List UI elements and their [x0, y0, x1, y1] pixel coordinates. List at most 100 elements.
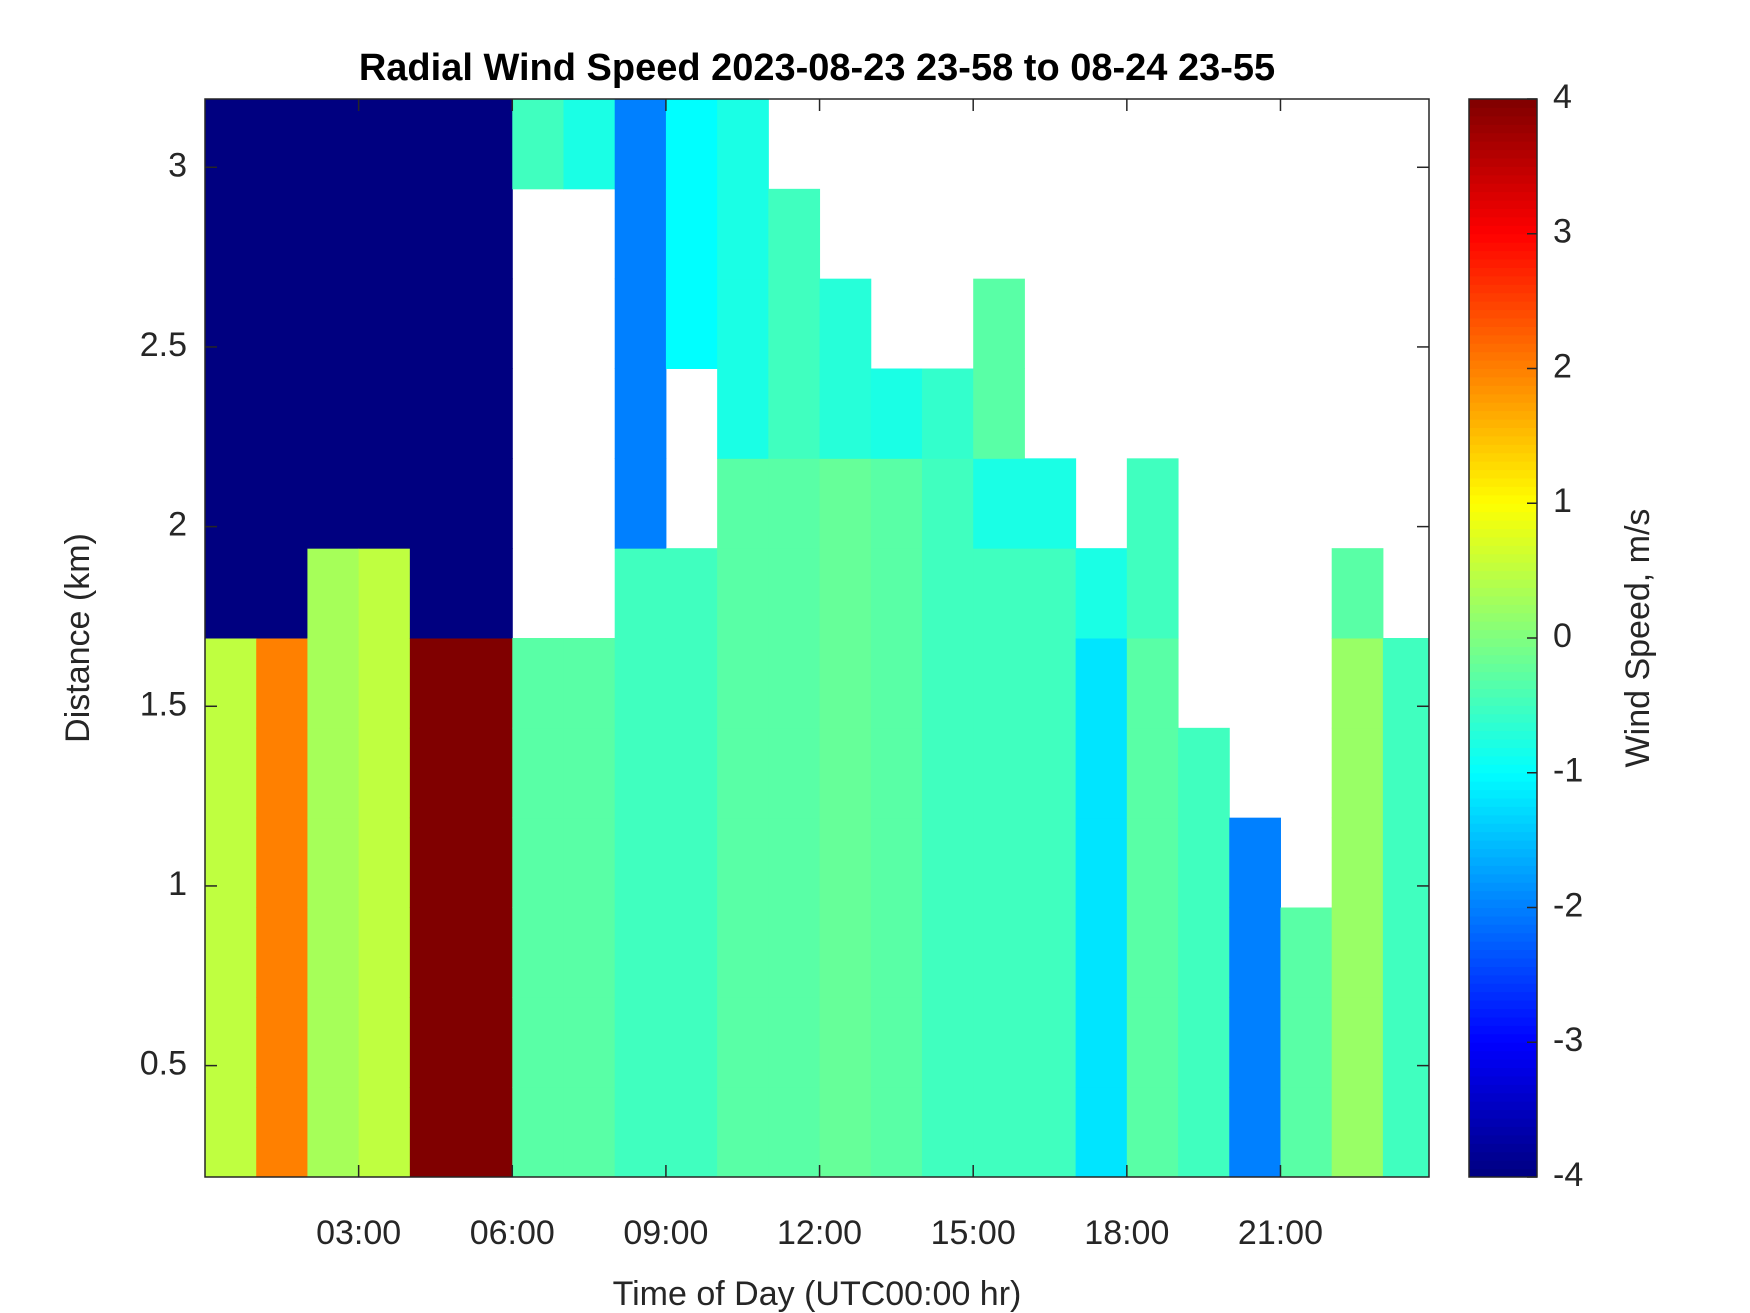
- heatmap-cell: [819, 548, 872, 639]
- heatmap-cell: [563, 99, 616, 190]
- heatmap-cell: [256, 278, 308, 369]
- heatmap-cell: [205, 727, 257, 819]
- x-tick-label: 06:00: [470, 1214, 555, 1252]
- heatmap-cell: [409, 188, 462, 280]
- heatmap-cell: [921, 368, 974, 459]
- heatmap-cell: [614, 907, 667, 998]
- heatmap-cell: [358, 458, 411, 549]
- heatmap-cell: [256, 458, 308, 549]
- heatmap-cell: [870, 368, 923, 459]
- colorbar-swatch: [1469, 1059, 1537, 1069]
- colorbar-swatch: [1469, 1042, 1537, 1052]
- heatmap-cell: [870, 638, 923, 729]
- heatmap-cell: [307, 997, 360, 1088]
- colorbar-swatch: [1469, 890, 1537, 900]
- heatmap-cell: [512, 907, 564, 998]
- heatmap-cell: [1024, 817, 1077, 908]
- colorbar-swatch: [1469, 1118, 1537, 1127]
- chart-title: Radial Wind Speed 2023-08-23 23-58 to 08…: [359, 47, 1275, 89]
- heatmap-cell: [768, 188, 821, 280]
- colorbar-tick-label: 3: [1553, 213, 1572, 251]
- heatmap-cell: [665, 907, 718, 998]
- colorbar-swatch: [1469, 1109, 1537, 1119]
- heatmap-cell: [768, 548, 821, 639]
- heatmap-cell: [1024, 907, 1077, 998]
- heatmap-cell: [1075, 1087, 1128, 1177]
- heatmap-cell: [307, 278, 360, 369]
- heatmap-cell: [614, 368, 667, 459]
- colorbar-swatch: [1469, 284, 1537, 294]
- colorbar-swatch: [1469, 444, 1537, 454]
- colorbar-swatch: [1469, 915, 1537, 925]
- colorbar-swatch: [1469, 225, 1537, 235]
- colorbar-tick-label: -3: [1553, 1021, 1583, 1059]
- heatmap-cell: [512, 997, 564, 1088]
- colorbar-swatch: [1469, 461, 1537, 471]
- colorbar-swatch: [1469, 317, 1537, 327]
- colorbar-swatch: [1469, 958, 1537, 967]
- colorbar-swatch: [1469, 932, 1537, 942]
- heatmap-cell: [973, 548, 1025, 639]
- heatmap-cell: [768, 997, 821, 1088]
- colorbar-swatch: [1469, 469, 1537, 479]
- x-tick-label: 18:00: [1084, 1214, 1169, 1252]
- heatmap-cell: [563, 727, 616, 819]
- colorbar-swatch: [1469, 814, 1537, 824]
- colorbar-tick-label: -1: [1553, 752, 1583, 790]
- heatmap-cell: [256, 99, 308, 190]
- heatmap-cell: [205, 907, 257, 998]
- colorbar-swatch: [1469, 798, 1537, 807]
- heatmap-cell: [717, 458, 769, 549]
- colorbar-swatch: [1469, 1143, 1537, 1153]
- colorbar-swatch: [1469, 536, 1537, 546]
- heatmap-cell: [256, 907, 308, 998]
- colorbar-swatch: [1469, 351, 1537, 361]
- colorbar-swatch: [1469, 949, 1537, 959]
- heatmap-cell: [409, 638, 462, 729]
- heatmap-cell: [205, 997, 257, 1088]
- x-tick-label: 21:00: [1238, 1214, 1323, 1252]
- heatmap-cell: [614, 638, 667, 729]
- colorbar-swatch: [1469, 511, 1537, 521]
- heatmap-cell: [921, 907, 974, 998]
- heatmap-cell: [1126, 907, 1179, 998]
- colorbar-swatch: [1469, 856, 1537, 866]
- colorbar-swatch: [1469, 663, 1537, 673]
- colorbar-swatch: [1469, 494, 1537, 504]
- colorbar-swatch: [1469, 1025, 1537, 1035]
- heatmap-cell: [665, 1087, 718, 1177]
- colorbar-swatch: [1469, 671, 1537, 681]
- heatmap-cell: [973, 997, 1025, 1088]
- heatmap-cell: [870, 548, 923, 639]
- heatmap-cell: [819, 278, 872, 369]
- heatmap-cell: [614, 458, 667, 549]
- colorbar-swatch: [1469, 722, 1537, 732]
- heatmap-cell: [717, 1087, 769, 1177]
- heatmap-cell: [205, 638, 257, 729]
- heatmap-cell: [665, 817, 718, 908]
- heatmap-cell: [1126, 997, 1179, 1088]
- colorbar-swatch: [1469, 772, 1537, 782]
- colorbar-swatch: [1469, 200, 1537, 209]
- heatmap-cell: [973, 1087, 1025, 1177]
- heatmap-cell: [409, 997, 462, 1088]
- heatmap-cell: [461, 368, 513, 459]
- heatmap-cell: [1229, 817, 1281, 908]
- heatmap-cell: [307, 1087, 360, 1177]
- heatmap-cell: [1126, 1087, 1179, 1177]
- colorbar-swatch: [1469, 595, 1537, 605]
- colorbar-swatch: [1469, 696, 1537, 706]
- colorbar-swatch: [1469, 680, 1537, 690]
- colorbar-swatch: [1469, 629, 1537, 639]
- heatmap-cell: [205, 817, 257, 908]
- heatmap-cell: [870, 727, 923, 819]
- colorbar-swatch: [1469, 907, 1537, 917]
- x-tick-label: 15:00: [931, 1214, 1016, 1252]
- heatmap-cell: [819, 907, 872, 998]
- heatmap-cell: [461, 188, 513, 280]
- heatmap-cell: [409, 727, 462, 819]
- colorbar-swatch: [1469, 259, 1537, 268]
- heatmap-cell: [358, 99, 411, 190]
- colorbar-swatch: [1469, 747, 1537, 757]
